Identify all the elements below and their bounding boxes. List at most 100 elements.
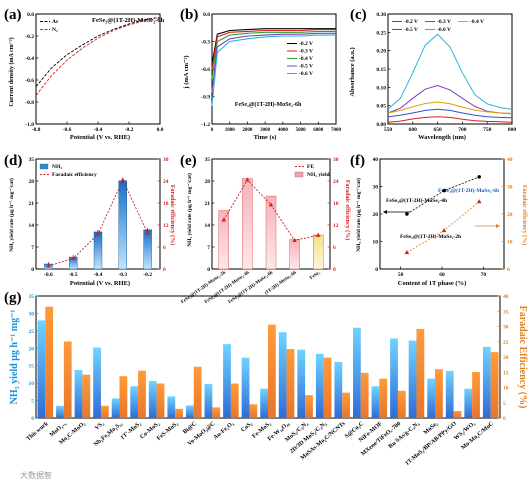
panel-g-yield-bar <box>37 320 46 418</box>
panel-c-series-line <box>387 101 513 114</box>
panel-b-ytick-label: -0.6 <box>201 67 210 73</box>
panel-b-legend-2-label: -0.4 V <box>299 56 313 62</box>
panel-c-series-line <box>387 108 513 119</box>
panel-f-annotation-6h: FeSe₂@(1T-2H)-MoSe₂-6h <box>438 187 499 194</box>
panel-g-fe-bar <box>379 378 388 418</box>
panel-g-ytick-label: 0 <box>31 416 34 422</box>
panel-c-legend-4-label: -0.6 V <box>437 27 451 33</box>
panel-f-xtick-label: 70 <box>481 272 487 278</box>
panel-b-xtick-label: 2000 <box>242 128 253 133</box>
panel-g-yield-bar <box>148 381 157 418</box>
panel-g-yield-bar <box>464 388 473 418</box>
panel-f-xtick-label: 60 <box>439 272 445 278</box>
panel-g-y2tick-label: 15 <box>503 370 509 376</box>
panel-b-legend-0-label: -0.2 V <box>299 41 313 47</box>
panel-g-ytick-label: 35 <box>29 294 35 300</box>
panel-g-fe-bar <box>323 357 332 418</box>
panel-g-yield-bar <box>241 357 250 418</box>
panel-g-ytick-label: 15 <box>29 364 35 370</box>
panel-d-y2label: Faradaic efficiency (%) <box>169 185 176 245</box>
panel-f-yield-line <box>406 176 480 215</box>
panel-a-ytick-label: -0.2 <box>25 34 34 40</box>
panel-a-ytick-label: -0.8 <box>25 100 34 106</box>
panel-g-fe-bar <box>360 372 369 418</box>
panel-e-ytick-label: 7 <box>207 245 210 251</box>
panel-d-y2tick-label: 0 <box>163 267 166 273</box>
panel-g-fe-bar <box>119 376 128 418</box>
panel-c-ytick-label: 0.20 <box>376 49 386 55</box>
panel-g-ytick-label: 20 <box>29 346 35 352</box>
panel-a-label: (a) <box>4 7 22 23</box>
panel-c-xtick-label: 700 <box>458 127 467 133</box>
panel-d-legend-nh3-label: NH₃ <box>52 164 62 170</box>
panel-g-y2tick-label: 10 <box>503 386 509 392</box>
panel-b-caption: FeSe₂@(1T-2H)-MoSe₂-6h <box>235 101 302 108</box>
panel-c-ylabel: Absorbance (a.u.) <box>349 47 356 96</box>
panel-g-ytick-label: 5 <box>31 399 34 405</box>
panel-b-series-line <box>211 28 336 65</box>
panel-g-ytick-label: 25 <box>29 329 35 335</box>
panel-a-legend-0-label: Ar <box>52 19 59 25</box>
panel-e-ytick-label: 14 <box>205 223 211 229</box>
panel-e-y2tick-label: 6 <box>333 245 336 251</box>
panel-d-xtick-label: -0.3 <box>118 272 127 278</box>
panel-b-legend-1-label: -0.3 V <box>299 49 313 55</box>
panel-b-legend-3-label: -0.5 V <box>299 64 313 70</box>
panel-g-ytick-label: 30 <box>29 311 35 317</box>
panel-g-fe-bar <box>175 408 183 418</box>
panel-f-fe-line <box>406 201 480 253</box>
panel-g-yield-bar <box>260 388 268 418</box>
panel-a-xtick-label: -0.8 <box>32 127 41 133</box>
panel-g-category-label: This work <box>26 421 50 443</box>
panel-e-bar <box>218 210 230 270</box>
panel-g-fe-bar <box>286 349 295 418</box>
panel-e-fe-marker <box>292 237 297 242</box>
panel-g-fe-bar <box>82 374 91 418</box>
panel-e-y2tick-label: 0 <box>333 267 336 273</box>
panel-b-ytick-label: -0.9 <box>201 95 210 101</box>
panel-e-ytick-label: 21 <box>205 201 211 207</box>
panel-b-xtick-label: 7000 <box>331 128 342 133</box>
panel-g-fe-bar <box>100 405 109 418</box>
panel-g-yield-bar <box>278 332 287 418</box>
panel-f-ytick-label: 40 <box>373 157 379 163</box>
panel-b-series-line <box>211 30 336 79</box>
panel-c-ytick-label: 0.00 <box>376 122 386 128</box>
panel-b-series-line <box>211 32 336 92</box>
panel-g-fe-bar <box>230 383 239 418</box>
panel-f-xtick-label: 50 <box>398 272 404 278</box>
panel-b-xtick-label: 0 <box>211 128 214 133</box>
panel-g-y2label: Faradaic Efficiency (%) <box>517 306 528 409</box>
panel-b-label: (b) <box>180 7 198 23</box>
panel-g-fe-bar <box>249 404 258 418</box>
panel-c-xtick-label: 800 <box>508 127 517 133</box>
panel-g-y2tick-label: 5 <box>503 401 506 407</box>
panel-g-yield-bar <box>111 398 120 418</box>
panel-g-yield-bar <box>204 383 213 418</box>
panel-b-legend-4-label: -0.6 V <box>299 71 313 77</box>
panel-b-ytick-label: -1.2 <box>201 122 210 128</box>
panel-f-yield-marker <box>442 188 446 193</box>
panel-f-y2tick-label: 40 <box>507 157 513 163</box>
panel-e-ytick-label: 0 <box>207 267 210 273</box>
panel-g-fe-bar <box>472 371 480 418</box>
panel-g-fe-bar <box>490 352 499 418</box>
panel-f-ytick-label: 10 <box>373 240 379 246</box>
panel-e-category-label: FeSe₂ <box>309 270 322 281</box>
panel-e-y2tick-label: 30 <box>333 157 339 163</box>
panel-d-ytick-label: 7 <box>31 245 34 251</box>
watermark: 大数据智 <box>20 470 52 480</box>
panel-b-ylabel: j (mA cm⁻²) <box>183 55 190 89</box>
panel-g-yield-bar <box>408 340 417 418</box>
panel-f-arrow-left-head <box>383 210 387 214</box>
panel-f-annotation-4h: FeSe₂@(1T-2H)-MoSe₂-4h <box>386 197 447 204</box>
panel-f-fe-marker <box>476 199 482 204</box>
panel-a-xtick-label: 0.0 <box>157 127 164 133</box>
panel-e-bar <box>313 234 324 270</box>
panel-g-fe-bar <box>453 410 462 418</box>
panel-b-ytick-label: 0.0 <box>203 12 210 18</box>
panel-d-fe-marker <box>145 230 150 235</box>
panel-a-xtick-label: -0.2 <box>125 127 134 133</box>
panel-d-ylabel: NH₃ yield rate (μg h⁻¹ mg⁻¹cat) <box>8 178 15 252</box>
panel-g-y2tick-label: 30 <box>503 325 509 331</box>
